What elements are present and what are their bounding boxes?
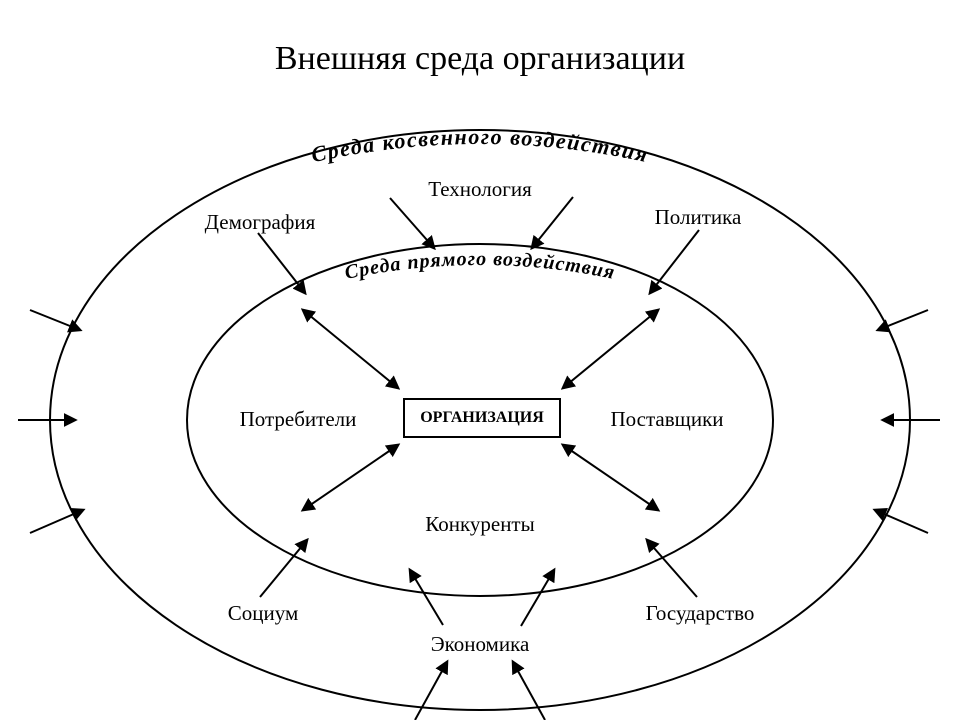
diagram-title: Внешняя среда организации bbox=[0, 40, 960, 78]
diagram-svg bbox=[0, 0, 960, 720]
heading-indirect: Среда косвенного воздействия bbox=[309, 124, 651, 167]
outer-label-socium: Социум bbox=[228, 601, 299, 626]
inner-label-suppliers: Поставщики bbox=[610, 407, 723, 432]
inner-label-competitors: Конкуренты bbox=[425, 512, 534, 537]
center-organization-box: ОРГАНИЗАЦИЯ bbox=[403, 398, 561, 438]
outer-label-demography: Демография bbox=[205, 210, 316, 235]
heading-direct: Среда прямого воздействия bbox=[343, 248, 617, 284]
outer-label-technology: Технология bbox=[428, 177, 532, 202]
center-organization-label: ОРГАНИЗАЦИЯ bbox=[420, 409, 544, 426]
diagram-stage: Внешняя среда организации Среда косвенно… bbox=[0, 0, 960, 720]
inner-label-consumers: Потребители bbox=[240, 407, 357, 432]
outer-label-economy: Экономика bbox=[431, 632, 530, 657]
heading-svg: Среда косвенного воздействия Среда прямо… bbox=[0, 0, 960, 720]
outer-label-state: Государство bbox=[646, 601, 755, 626]
outer-label-politics: Политика bbox=[655, 205, 742, 230]
